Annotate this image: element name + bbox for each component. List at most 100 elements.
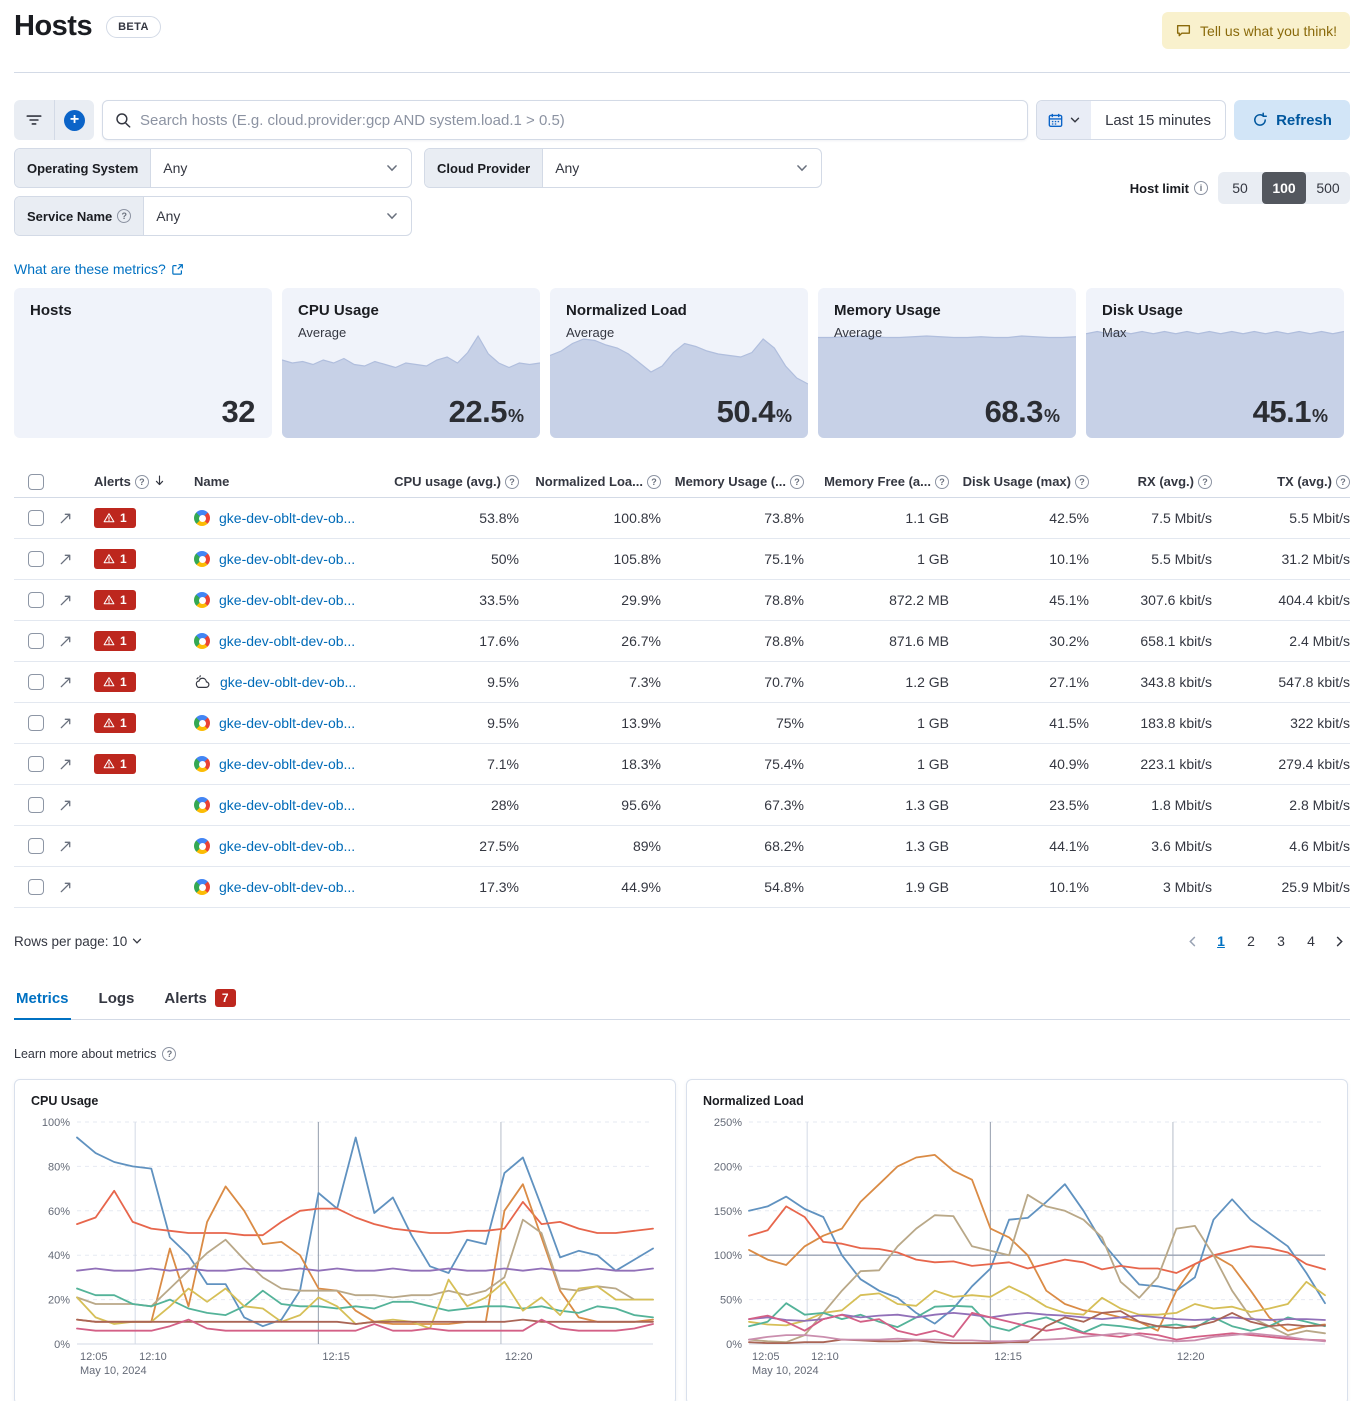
- column-header-disk-usage[interactable]: Disk Usage (max)?: [949, 474, 1089, 489]
- chart-series-line: [748, 1332, 1326, 1343]
- host-name-link[interactable]: gke-dev-oblt-dev-ob...: [219, 756, 356, 772]
- row-checkbox[interactable]: [28, 633, 44, 649]
- alerts-cell: 1: [94, 754, 194, 774]
- row-checkbox[interactable]: [28, 592, 44, 608]
- page-number-4[interactable]: 4: [1307, 933, 1315, 949]
- expand-row-button[interactable]: [58, 593, 94, 608]
- learn-more-link[interactable]: Learn more about metrics ?: [14, 1047, 177, 1061]
- tx-cell: 25.9 Mbit/s: [1281, 879, 1350, 895]
- rows-per-page-button[interactable]: Rows per page: 10: [14, 934, 143, 949]
- what-are-these-metrics-link[interactable]: What are these metrics?: [14, 261, 184, 277]
- filter-cloud-provider[interactable]: Cloud Provider Any: [424, 148, 822, 188]
- host-name-link[interactable]: gke-dev-oblt-dev-ob...: [219, 592, 356, 608]
- next-page-button[interactable]: [1329, 935, 1350, 948]
- row-checkbox[interactable]: [28, 756, 44, 772]
- normalized-load-cell: 105.8%: [613, 551, 661, 567]
- host-name-link[interactable]: gke-dev-oblt-dev-ob...: [219, 510, 356, 526]
- help-icon: ?: [505, 474, 519, 489]
- column-header-cpu[interactable]: CPU usage (avg.)?: [389, 474, 519, 489]
- chart-title: CPU Usage: [31, 1094, 99, 1108]
- gcp-cloud-icon: [194, 879, 210, 895]
- rx-cell: 5.5 Mbit/s: [1151, 551, 1212, 567]
- tab-alerts[interactable]: Alerts 7: [162, 983, 237, 1019]
- expand-row-button[interactable]: [58, 757, 94, 772]
- row-checkbox[interactable]: [28, 674, 44, 690]
- tab-metrics[interactable]: Metrics: [14, 983, 71, 1020]
- host-name-link[interactable]: gke-dev-oblt-dev-ob...: [219, 551, 356, 567]
- previous-page-button[interactable]: [1182, 935, 1203, 948]
- row-checkbox[interactable]: [28, 473, 44, 490]
- kpi-subtitle: Average: [566, 325, 615, 340]
- host-name-cell: gke-dev-oblt-dev-ob...: [194, 838, 389, 854]
- host-limit-option-100[interactable]: 100: [1262, 172, 1306, 204]
- search-input[interactable]: [140, 111, 1016, 129]
- chevron-down-icon: [1070, 117, 1080, 123]
- disk-usage-cell: 44.1%: [1049, 838, 1089, 854]
- chart-series-line: [76, 1287, 654, 1319]
- memory-usage-cell: 75.1%: [764, 551, 804, 567]
- expand-row-button[interactable]: [58, 798, 94, 813]
- expand-row-button[interactable]: [58, 634, 94, 649]
- chevron-down-icon: [133, 938, 142, 944]
- column-header-memory-usage[interactable]: Memory Usage (...?: [661, 474, 804, 489]
- column-header-tx[interactable]: TX (avg.)?: [1212, 474, 1350, 489]
- row-checkbox[interactable]: [28, 510, 44, 526]
- chevron-down-icon: [385, 161, 411, 175]
- host-name-link[interactable]: gke-dev-oblt-dev-ob...: [220, 674, 357, 690]
- alert-badge[interactable]: 1: [94, 549, 136, 569]
- alert-badge[interactable]: 1: [94, 508, 136, 528]
- column-header-rx[interactable]: RX (avg.)?: [1089, 474, 1212, 489]
- column-header-alerts[interactable]: Alerts?: [94, 474, 194, 490]
- alert-badge[interactable]: 1: [94, 590, 136, 610]
- feedback-button[interactable]: Tell us what you think!: [1162, 12, 1350, 49]
- alert-badge[interactable]: 1: [94, 713, 136, 733]
- row-checkbox[interactable]: [28, 797, 44, 813]
- chart-series-line: [748, 1302, 1326, 1334]
- filter-row-2: Service Name? Any: [14, 196, 822, 236]
- refresh-button[interactable]: Refresh: [1234, 100, 1350, 140]
- column-header-normalized-load[interactable]: Normalized Loa...?: [519, 474, 661, 489]
- row-checkbox[interactable]: [28, 879, 44, 895]
- page-number-3[interactable]: 3: [1277, 933, 1285, 949]
- host-limit-zone: Host limit i 50 100 500: [1130, 172, 1350, 204]
- expand-row-button[interactable]: [58, 552, 94, 567]
- calendar-menu-button[interactable]: [1037, 101, 1092, 139]
- page-number-2[interactable]: 2: [1247, 933, 1255, 949]
- alert-badge[interactable]: 1: [94, 754, 136, 774]
- expand-row-button[interactable]: [58, 880, 94, 895]
- column-header-memory-free[interactable]: Memory Free (a...?: [804, 474, 949, 489]
- expand-row-icon: [58, 511, 73, 526]
- kpi-sparkline: [1086, 288, 1344, 438]
- host-name-link[interactable]: gke-dev-oblt-dev-ob...: [219, 797, 356, 813]
- cpu-usage-chart-panel: CPU Usage 0% 20% 40% 60% 80% 100% 12:05 12:10 12…: [14, 1079, 676, 1401]
- row-checkbox[interactable]: [28, 838, 44, 854]
- filter-operating-system[interactable]: Operating System Any: [14, 148, 412, 188]
- gcp-cloud-icon: [194, 797, 210, 813]
- host-limit-option-50[interactable]: 50: [1232, 180, 1248, 196]
- host-name-link[interactable]: gke-dev-oblt-dev-ob...: [219, 633, 356, 649]
- rx-cell: 3.6 Mbit/s: [1151, 838, 1212, 854]
- header-divider: [14, 72, 1350, 73]
- filter-button[interactable]: [14, 100, 54, 140]
- column-header-name[interactable]: Name: [194, 474, 230, 489]
- filter-service-name[interactable]: Service Name? Any: [14, 196, 412, 236]
- tab-logs[interactable]: Logs: [98, 989, 135, 1007]
- expand-row-button[interactable]: [58, 675, 94, 690]
- chart-series-line: [76, 1218, 654, 1308]
- expand-row-button[interactable]: [58, 839, 94, 854]
- host-limit-option-500[interactable]: 500: [1316, 180, 1340, 196]
- expand-row-button[interactable]: [58, 716, 94, 731]
- row-checkbox[interactable]: [28, 551, 44, 567]
- host-name-link[interactable]: gke-dev-oblt-dev-ob...: [219, 879, 356, 895]
- host-name-link[interactable]: gke-dev-oblt-dev-ob...: [219, 715, 356, 731]
- add-filter-button[interactable]: +: [54, 100, 94, 140]
- memory-free-cell: 1.9 GB: [905, 879, 949, 895]
- alert-badge[interactable]: 1: [94, 672, 136, 692]
- expand-row-button[interactable]: [58, 511, 94, 526]
- page-number-1[interactable]: 1: [1217, 933, 1225, 949]
- host-name-link[interactable]: gke-dev-oblt-dev-ob...: [219, 838, 356, 854]
- time-range-button[interactable]: Last 15 minutes: [1105, 111, 1211, 129]
- svg-text:12:10: 12:10: [139, 1351, 167, 1363]
- alert-badge[interactable]: 1: [94, 631, 136, 651]
- row-checkbox[interactable]: [28, 715, 44, 731]
